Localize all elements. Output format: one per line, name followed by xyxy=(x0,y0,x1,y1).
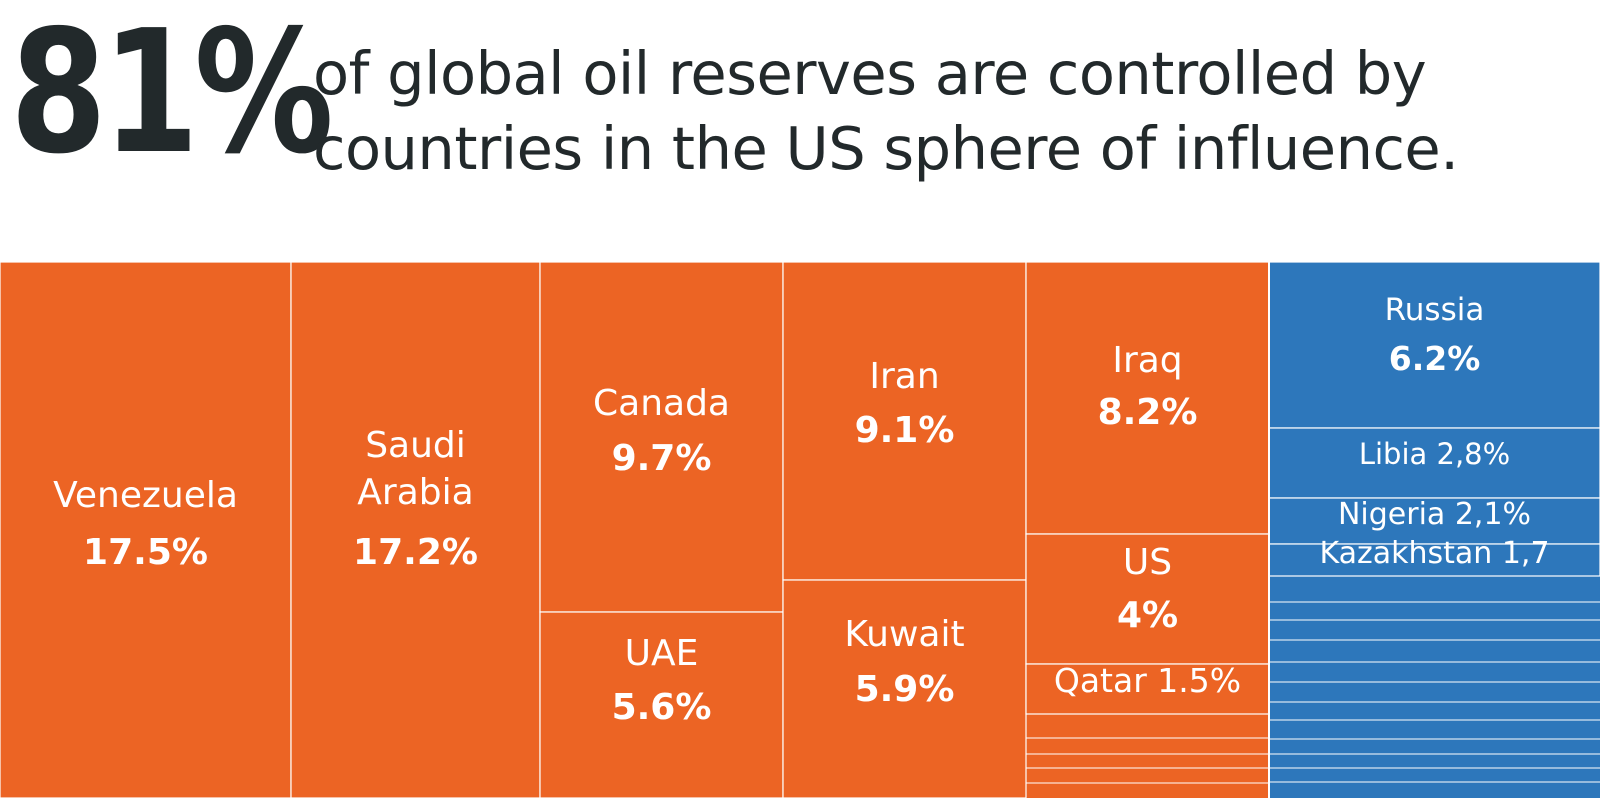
tile-label-venezuela: Venezuela xyxy=(53,475,238,516)
tile-value-us: 4% xyxy=(1117,595,1178,636)
tile-value-kuwait: 5.9% xyxy=(855,669,955,710)
treemap-chart: Venezuela 17.5% Saudi Arabia 17.2% Canada 9.7%… xyxy=(0,262,1600,798)
tile-label-kuwait: Kuwait xyxy=(844,614,964,655)
tile-value-saudi-arabia: 17.2% xyxy=(353,532,478,573)
tile-value-venezuela: 17.5% xyxy=(83,532,208,573)
tile-label-uae: UAE xyxy=(625,633,699,674)
tile-russia xyxy=(1268,262,1600,429)
tile-value-iran: 9.1% xyxy=(855,410,955,451)
tile-label-nigeria-2-1: Nigeria 2,1% xyxy=(1338,497,1531,532)
headline-line-1: of global oil reserves are controlled by xyxy=(313,39,1427,108)
tile-iran xyxy=(782,262,1027,581)
big-number: 81% xyxy=(10,0,334,192)
headline: of global oil reserves are controlled by… xyxy=(313,36,1593,186)
tile-us xyxy=(1025,533,1270,665)
tile-canada xyxy=(539,262,784,613)
tile-kuwait xyxy=(782,579,1027,798)
tile-nigeria-2-1 xyxy=(1268,497,1600,545)
tile-iraq xyxy=(1025,262,1270,535)
tile-label-libia-2-8: Libia 2,8% xyxy=(1359,437,1510,471)
tile-label-saudi-arabia: Saudi Arabia xyxy=(357,425,473,513)
tile-kazakhstan-1-7 xyxy=(1268,543,1600,577)
header: 81% of global oil reserves are controlle… xyxy=(0,0,1600,250)
tile-saudi-arabia xyxy=(290,262,541,798)
tile-value-canada: 9.7% xyxy=(612,438,712,479)
headline-line-2: countries in the US sphere of influence. xyxy=(313,114,1459,183)
tile-value-iraq: 8.2% xyxy=(1098,392,1198,433)
tile-label-canada: Canada xyxy=(593,383,730,424)
tile-value-uae: 5.6% xyxy=(612,687,712,728)
tile-label-russia: Russia xyxy=(1385,292,1485,328)
tile-label-kazakhstan-1-7: Kazakhstan 1,7 xyxy=(1319,536,1549,571)
tile-label-qatar-1-5: Qatar 1.5% xyxy=(1054,661,1241,700)
tile-label-iraq: Iraq xyxy=(1112,340,1182,381)
treemap-svg: Venezuela 17.5% Saudi Arabia 17.2% Canada 9.7%… xyxy=(0,262,1600,798)
tile-value-russia: 6.2% xyxy=(1389,339,1481,378)
tile-uae xyxy=(539,611,784,798)
tile-label-iran: Iran xyxy=(869,356,939,397)
tile-label-us: US xyxy=(1123,542,1172,583)
tile-libia-2-8 xyxy=(1268,427,1600,499)
tile-venezuela xyxy=(0,262,292,798)
